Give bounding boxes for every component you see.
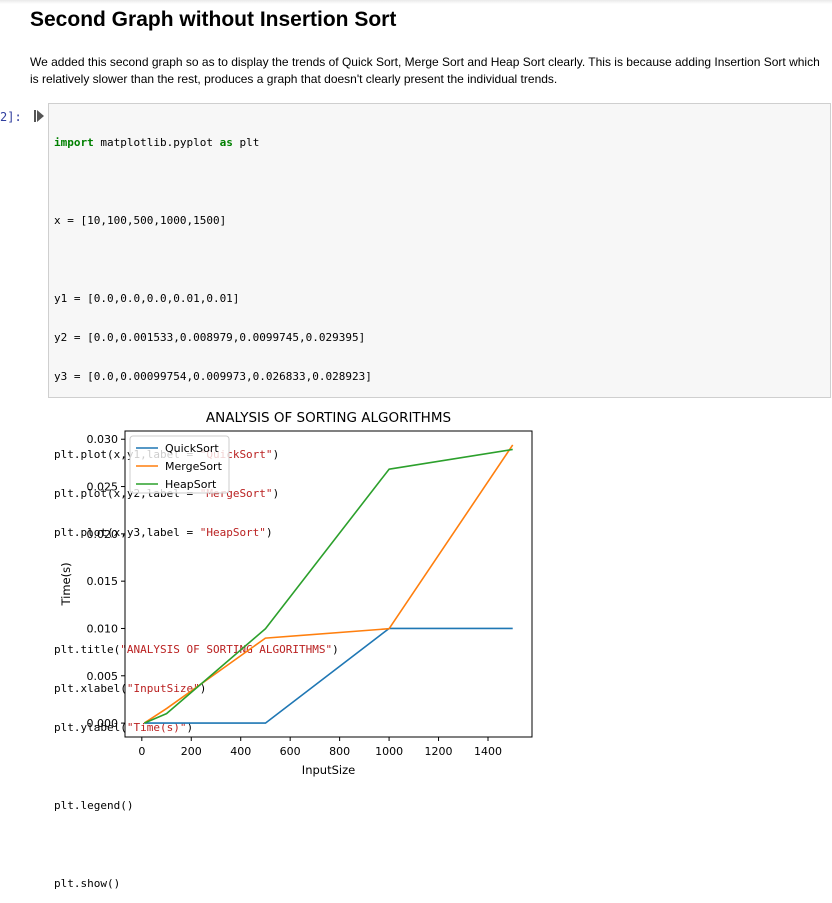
- y-tick-label: 0.000: [87, 717, 119, 730]
- cell-prompt: 2]:: [0, 110, 22, 124]
- code-cell-input[interactable]: [48, 103, 831, 398]
- code-line: plt.plot(x,y3,label = "HeapSort"): [54, 526, 273, 539]
- x-axis-label: InputSize: [302, 763, 355, 777]
- code-line: plt.title("ANALYSIS OF SORTING ALGORITHM…: [54, 643, 339, 656]
- code-token: matplotlib.pyplot: [93, 136, 220, 149]
- code-line: plt.xlabel("InputSize"): [54, 682, 207, 695]
- section-heading: Second Graph without Insertion Sort: [30, 8, 397, 31]
- code-line: plt.show(): [54, 877, 121, 890]
- code-line: import matplotlib.pyplot as plt: [54, 136, 372, 149]
- x-tick-label: 400: [230, 745, 251, 758]
- play-icon[interactable]: [34, 110, 44, 122]
- x-tick-label: 600: [280, 745, 301, 758]
- x-tick-label: 800: [329, 745, 350, 758]
- code-token: as: [219, 136, 233, 149]
- code-line: plt.ylabel("Time(s)"): [54, 721, 194, 734]
- code-editor[interactable]: import matplotlib.pyplot as plt x = [10,…: [54, 110, 372, 903]
- notebook-toolbar-shadow: [0, 0, 832, 4]
- y-tick-label: 0.005: [87, 670, 119, 683]
- y-tick-label: 0.025: [87, 481, 119, 494]
- x-tick-label: 1000: [375, 745, 403, 758]
- y-tick-label: 0.020: [87, 528, 119, 541]
- description-text: We added this second graph so as to disp…: [30, 55, 820, 86]
- y-tick-label: 0.030: [87, 433, 119, 446]
- plot-frame: [124, 430, 533, 738]
- code-line: y3 = [0.0,0.00099754,0.009973,0.026833,0…: [54, 370, 372, 383]
- code-line: plt.legend(): [54, 799, 134, 812]
- series-line-quicksort: [144, 627, 513, 724]
- x-tick-label: 1200: [425, 745, 453, 758]
- legend-entry: MergeSort: [165, 460, 223, 473]
- legend-entry: QuickSort: [165, 442, 219, 455]
- series-line-mergesort: [143, 444, 514, 724]
- y-tick-label: 0.015: [87, 575, 119, 588]
- code-line: y1 = [0.0,0.0,0.0,0.01,0.01]: [54, 292, 240, 305]
- x-tick-label: 0: [138, 745, 145, 758]
- code-token: import: [54, 136, 94, 149]
- y-tick-label: 0.010: [87, 622, 119, 635]
- line-chart: ANALYSIS OF SORTING ALGORITHMS 0 200 400 600…: [59, 410, 533, 777]
- chart-title: ANALYSIS OF SORTING ALGORITHMS: [206, 410, 451, 426]
- code-line: y2 = [0.0,0.001533,0.008979,0.0099745,0.…: [54, 331, 366, 344]
- series-line-heapsort: [143, 448, 513, 724]
- y-axis-label: Time(s): [59, 562, 73, 606]
- x-tick-label: 200: [181, 745, 202, 758]
- code-token: plt: [232, 136, 260, 149]
- legend-box: [129, 435, 230, 494]
- code-line: x = [10,100,500,1000,1500]: [54, 214, 227, 227]
- legend-entry: HeapSort: [165, 478, 217, 491]
- x-tick-label: 1400: [474, 745, 502, 758]
